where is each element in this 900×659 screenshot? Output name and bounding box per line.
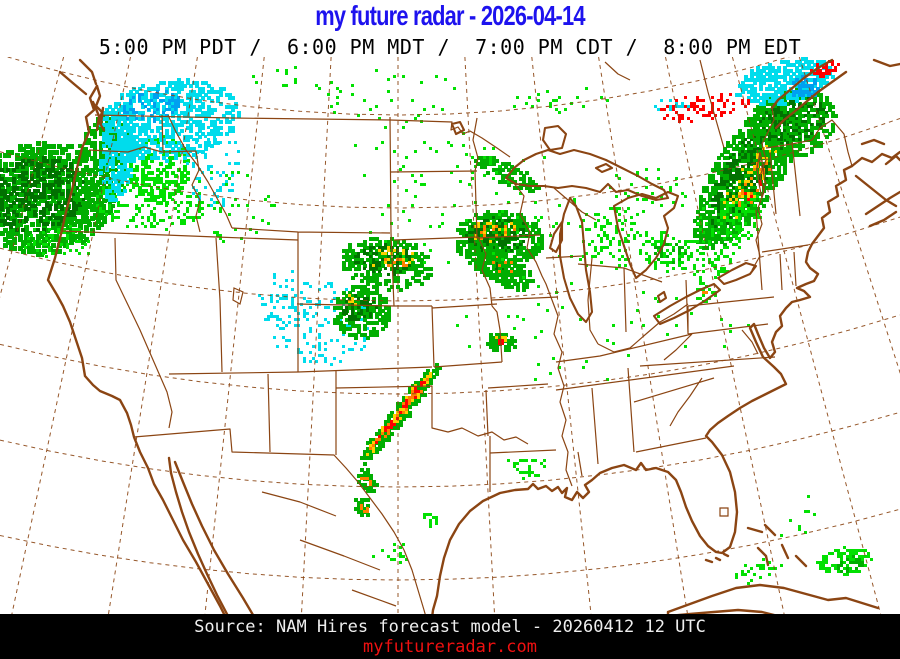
- longitude-line: [204, 57, 265, 614]
- radar-cell: [318, 69, 456, 123]
- longitude-line: [665, 57, 785, 614]
- latitude-line: [0, 118, 900, 209]
- radar-cell: [696, 282, 717, 303]
- graticule-layer: [0, 57, 900, 614]
- longitude-line: [108, 57, 198, 614]
- coastline-paths: [46, 58, 900, 614]
- longitude-line: [798, 57, 900, 375]
- radar-cell: [360, 504, 369, 513]
- longitude-line: [0, 57, 65, 298]
- latitude-line: [0, 411, 900, 488]
- longitude-line: [464, 57, 495, 614]
- radar-cell: [258, 270, 312, 330]
- great-lakes-outlines: [232, 120, 766, 517]
- radar-cell: [738, 162, 771, 207]
- radar-cell: [780, 495, 816, 537]
- model-source-label: Source: NAM Hires forecast model - 20260…: [194, 617, 706, 637]
- radar-cell: [744, 180, 762, 201]
- website-label: myfutureradar.com: [363, 637, 537, 657]
- radar-cell: [816, 546, 873, 576]
- radar-cell: [252, 66, 354, 99]
- radar-cell: [186, 171, 276, 243]
- radar-cell: [732, 192, 762, 243]
- radar-cell: [702, 291, 708, 294]
- radar-cell: [810, 60, 840, 78]
- radar-cell: [348, 294, 357, 306]
- radar-cell: [507, 459, 546, 480]
- state-borders: [61, 114, 809, 492]
- latitude-line: [0, 314, 900, 395]
- radar-cell: [186, 126, 240, 207]
- radar-cell: [357, 468, 379, 493]
- radar-cell: [273, 282, 372, 366]
- longitude-line: [301, 57, 332, 614]
- national-borders: [94, 59, 853, 614]
- radar-cell: [837, 555, 864, 573]
- radar-cell: [687, 198, 741, 285]
- radar-cell: [360, 363, 442, 466]
- radar-cell: [660, 93, 750, 123]
- radar-cell: [423, 513, 438, 528]
- radar-cell: [24, 225, 93, 258]
- longitude-line: [531, 57, 592, 614]
- radar-echoes-layer: [0, 57, 873, 585]
- radar-cell: [342, 237, 433, 292]
- radar-cell: [123, 90, 180, 123]
- radar-cell: [654, 99, 690, 111]
- longitude-line: [598, 57, 688, 614]
- radar-cell: [792, 75, 820, 97]
- radar-cell: [360, 477, 372, 486]
- latitude-line: [0, 508, 900, 581]
- footer-bar: Source: NAM Hires forecast model - 20260…: [0, 614, 900, 659]
- radar-cell: [492, 261, 513, 273]
- radar-cell: [609, 168, 687, 216]
- radar-cell: [747, 87, 838, 160]
- page-title: my future radar - 2026-04-14: [315, 0, 585, 31]
- longitude-line: [11, 57, 131, 614]
- radar-cell: [477, 246, 535, 292]
- valid-times-label: 5:00 PM PDT / 6:00 PM MDT / 7:00 PM CDT …: [98, 35, 802, 59]
- radar-cell: [513, 87, 609, 114]
- longitude-line: [731, 57, 882, 614]
- radar-cell: [384, 258, 408, 267]
- latitude-line: [5, 57, 790, 116]
- radar-cell: [762, 96, 828, 144]
- radar-cell: [735, 558, 783, 585]
- radar-cell: [375, 381, 426, 444]
- radar-cell: [99, 102, 139, 202]
- latitude-line: [0, 216, 900, 302]
- radar-cell: [96, 177, 204, 231]
- radar-cell: [129, 135, 190, 205]
- radar-cell: [579, 207, 648, 270]
- radar-cell: [372, 543, 408, 564]
- basemap-borders-layer: [46, 58, 900, 614]
- radar-cell: [354, 117, 501, 192]
